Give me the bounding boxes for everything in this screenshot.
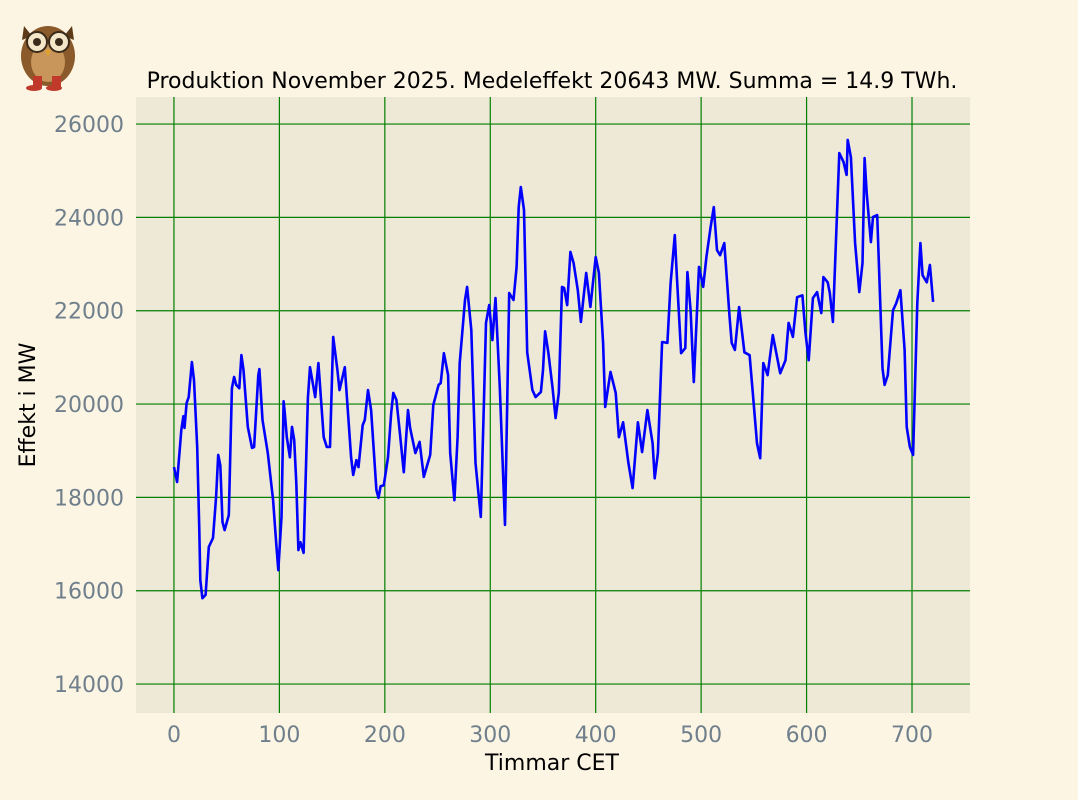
owl-logo xyxy=(21,26,75,91)
x-axis-ticks: 0 100 200 300 400 500 600 700 xyxy=(167,723,933,748)
x-tick-label: 200 xyxy=(364,723,406,748)
x-tick-label: 100 xyxy=(258,723,300,748)
x-tick-label: 700 xyxy=(891,723,933,748)
x-tick-label: 400 xyxy=(575,723,617,748)
y-tick-label: 26000 xyxy=(54,113,124,138)
chart-title: Produktion November 2025. Medeleffekt 20… xyxy=(147,69,958,94)
series-line-effekt xyxy=(172,138,935,600)
y-tick-label: 16000 xyxy=(54,580,124,605)
x-tick-label: 0 xyxy=(167,723,181,748)
y-tick-label: 20000 xyxy=(54,393,124,418)
x-tick-label: 300 xyxy=(469,723,511,748)
y-axis-ticks: 14000 16000 18000 20000 22000 24000 26000 xyxy=(54,113,124,698)
y-tick-label: 22000 xyxy=(54,300,124,325)
y-tick-label: 18000 xyxy=(54,486,124,511)
y-tick-label: 14000 xyxy=(54,673,124,698)
series-group xyxy=(172,138,935,600)
y-tick-label: 24000 xyxy=(54,206,124,231)
x-axis-label: Timmar CET xyxy=(484,751,620,776)
y-axis-label: Effekt i MW xyxy=(16,342,41,467)
x-tick-label: 500 xyxy=(680,723,722,748)
x-tick-label: 600 xyxy=(786,723,828,748)
